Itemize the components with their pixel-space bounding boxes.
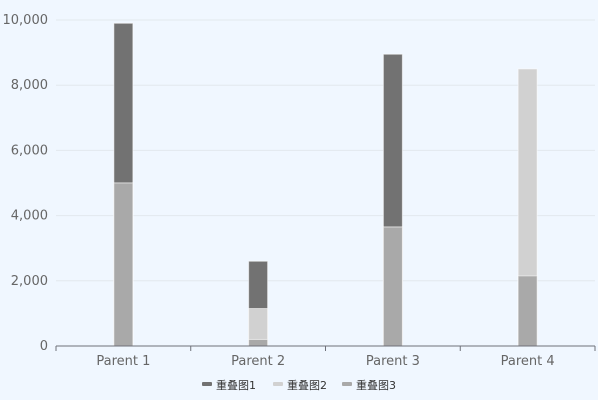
- y-tick-label: 4,000: [11, 209, 48, 224]
- x-tick-label: Parent 2: [231, 354, 285, 369]
- x-tick-label: Parent 1: [96, 354, 150, 369]
- bar-3-parent-2[interactable]: [248, 338, 269, 347]
- x-tick-label: Parent 3: [366, 354, 420, 369]
- legend-label: 重叠图2: [287, 378, 327, 392]
- bar-3-parent-3[interactable]: [382, 226, 403, 347]
- legend-swatch: [202, 382, 212, 386]
- x-tick-label: Parent 4: [501, 354, 555, 369]
- bars: [113, 22, 538, 347]
- grid-lines: [56, 19, 595, 282]
- bar-3-parent-1[interactable]: [113, 182, 134, 347]
- legend-item-3[interactable]: 重叠图3: [342, 378, 396, 392]
- legend-swatch: [342, 382, 352, 386]
- legend-swatch: [273, 382, 283, 386]
- y-tick-label: 2,000: [11, 274, 48, 289]
- legend-label: 重叠图1: [216, 378, 256, 392]
- legend-item-2[interactable]: 重叠图2: [273, 378, 327, 392]
- legend-label: 重叠图3: [356, 378, 396, 392]
- legend-item-1[interactable]: 重叠图1: [202, 378, 256, 392]
- y-tick-label: 6,000: [11, 143, 48, 158]
- legend[interactable]: 重叠图1 重叠图2 重叠图3: [202, 378, 396, 392]
- y-tick-label: 0: [40, 339, 48, 354]
- y-tick-label: 8,000: [11, 78, 48, 93]
- y-tick-label: 10,000: [3, 13, 49, 28]
- bar-3-parent-4[interactable]: [517, 275, 538, 347]
- axes: 0 2,000 4,000 6,000 8,000 10,000 Parent 1 Paren…: [3, 13, 596, 369]
